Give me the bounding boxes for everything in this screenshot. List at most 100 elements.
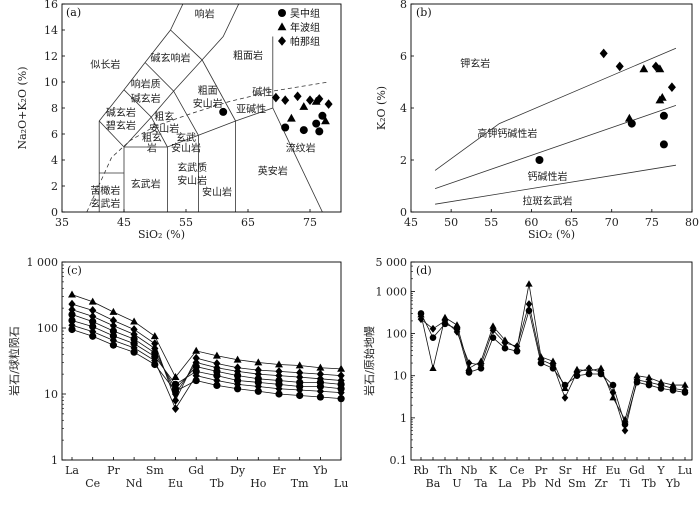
data-point: [465, 364, 473, 371]
data-point: [597, 370, 605, 378]
x-tick-label: Zr: [595, 477, 609, 490]
data-point: [525, 307, 533, 314]
y-tick-label: 8: [51, 102, 58, 115]
data-point: [549, 365, 557, 372]
x-tick-label: Ti: [620, 477, 631, 490]
x-tick-label: 55: [484, 216, 498, 229]
data-point: [296, 391, 304, 400]
data-point: [299, 126, 308, 135]
data-point: [597, 364, 605, 371]
data-point: [561, 381, 569, 389]
alkaline-subalkaline-divider: [86, 81, 329, 212]
y-tick-label: 1 000: [376, 285, 408, 298]
data-point: [681, 381, 689, 388]
data-point: [275, 380, 283, 388]
series-field-label: 钙碱性岩: [527, 170, 567, 183]
x-tick-label: 50: [444, 216, 458, 229]
data-point: [477, 361, 485, 369]
x-tick-label: Dy: [230, 464, 246, 477]
data-point: [316, 363, 325, 371]
x-tick-label: Pr: [535, 464, 548, 477]
y-axis-label: K₂O (%): [375, 86, 388, 130]
data-point: [192, 353, 200, 363]
data-point: [429, 364, 437, 371]
data-point: [318, 111, 327, 120]
y-tick-label: 4: [51, 154, 58, 167]
data-point: [659, 140, 668, 149]
y-tick-label: 1: [400, 412, 407, 425]
rock-field-label: 英安岩: [258, 165, 288, 178]
rock-field-label: 碱玄岩: [131, 92, 161, 105]
series-group: [68, 320, 345, 413]
y-tick-label: 6: [400, 50, 407, 63]
x-tick-label: Nd: [126, 477, 143, 490]
data-point: [337, 388, 345, 397]
rock-field-label: 岩: [147, 141, 157, 154]
rock-field-label: 亚碱性: [236, 102, 266, 115]
y-tick-label: 10: [393, 370, 407, 383]
y-tick-label: 5 000: [376, 256, 408, 269]
rock-field-label: 碱玄响岩: [151, 52, 191, 65]
data-point: [109, 307, 118, 315]
data-point: [549, 361, 557, 369]
x-tick-label: 75: [645, 216, 659, 229]
data-point: [68, 305, 76, 314]
data-point: [621, 426, 629, 435]
x-tick-label: Gd: [629, 464, 645, 477]
x-tick-label: La: [65, 464, 79, 477]
y-tick-label: 14: [44, 24, 58, 37]
rock-field-label: 玄武: [176, 131, 196, 144]
data-point: [513, 347, 521, 355]
data-point: [68, 310, 76, 319]
data-point: [296, 368, 304, 378]
data-point: [513, 342, 521, 351]
x-tick-label: Ho: [250, 477, 267, 490]
series-line: [420, 283, 685, 421]
data-point: [68, 299, 76, 309]
series-field-label: 高钾钙碱性岩: [477, 127, 537, 140]
x-tick-label: La: [498, 477, 512, 490]
x-tick-label: Tb: [210, 477, 224, 490]
x-tick-label: Gd: [188, 464, 204, 477]
data-point: [669, 387, 677, 394]
x-tick-label: 45: [117, 216, 131, 229]
x-tick-label: Sm: [568, 477, 587, 490]
data-point: [657, 385, 665, 392]
tas-boundary-line: [170, 29, 236, 122]
data-point: [633, 378, 641, 386]
rock-field-label: 流纹岩: [286, 141, 316, 154]
data-point: [171, 380, 180, 388]
y-tick-label: 100: [386, 328, 407, 341]
series-line: [71, 294, 342, 378]
x-tick-label: Ce: [85, 477, 100, 490]
data-point: [501, 344, 509, 352]
y-tick-label: 0.1: [390, 454, 408, 467]
rock-field-label: 碱玄岩: [106, 106, 136, 119]
data-point: [441, 320, 449, 328]
rock-field-label: 响岩质: [131, 78, 161, 91]
series-group: [417, 280, 689, 423]
data-point: [639, 64, 649, 73]
y-tick-label: 6: [51, 128, 58, 141]
x-tick-label: Er: [272, 464, 286, 477]
data-point: [234, 372, 242, 380]
data-point: [681, 389, 689, 396]
data-point: [489, 326, 497, 335]
x-tick-label: Sr: [559, 464, 573, 477]
x-tick-label: Sm: [146, 464, 165, 477]
data-point: [89, 306, 97, 315]
data-point: [234, 385, 242, 393]
rock-field-label: 安山岩: [149, 122, 179, 135]
series-group: [68, 305, 345, 399]
data-point: [535, 156, 544, 164]
y-tick-label: 2: [51, 180, 58, 193]
data-point: [655, 64, 665, 73]
data-point: [254, 358, 263, 366]
tas-boundary-line: [123, 4, 240, 148]
data-point: [171, 387, 180, 395]
rock-field-label: 安山岩: [177, 174, 207, 187]
data-point: [645, 373, 653, 381]
y-tick-label: 10: [44, 388, 58, 401]
x-tick-label: Hf: [582, 464, 597, 477]
